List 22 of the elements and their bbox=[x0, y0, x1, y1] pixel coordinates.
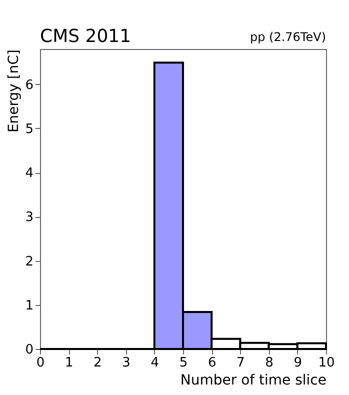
chart-title: CMS 2011 bbox=[40, 26, 132, 47]
x-tick-label: 9 bbox=[294, 356, 302, 370]
x-tick-label: 10 bbox=[318, 356, 335, 370]
x-tick-label: 6 bbox=[208, 356, 216, 370]
x-tick-label: 1 bbox=[64, 356, 74, 370]
x-tick-label: 7 bbox=[236, 356, 245, 370]
x-tick-label: 4 bbox=[150, 356, 160, 370]
y-tick-label: 0 bbox=[25, 342, 34, 358]
y-axis-title: Energy [nC] bbox=[6, 50, 22, 133]
x-tick-label: 2 bbox=[94, 356, 102, 370]
y-tick-label: 4 bbox=[25, 166, 34, 182]
y-tick-label: 6 bbox=[25, 78, 34, 93]
chart-subtitle: pp (2.76TeV) bbox=[250, 30, 326, 44]
x-tick-label: 5 bbox=[179, 356, 188, 370]
y-tick-label: 3 bbox=[25, 210, 34, 226]
x-axis-title: Number of time slice bbox=[180, 372, 326, 388]
y-tick-label: 5 bbox=[25, 122, 34, 137]
y-tick-label: 1 bbox=[25, 298, 34, 314]
y-tick-label: 2 bbox=[25, 254, 34, 270]
x-tick-label: 8 bbox=[265, 356, 274, 370]
x-tick-label: 3 bbox=[122, 356, 130, 370]
x-tick-label: 0 bbox=[36, 356, 45, 370]
